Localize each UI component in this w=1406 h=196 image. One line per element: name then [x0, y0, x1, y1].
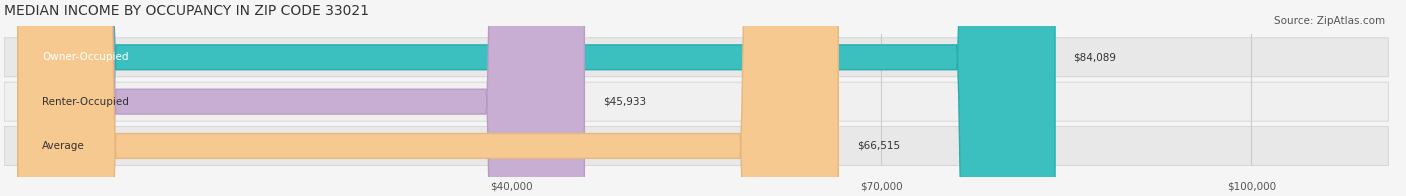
Text: $45,933: $45,933	[603, 97, 645, 107]
FancyBboxPatch shape	[4, 82, 1388, 121]
Text: Source: ZipAtlas.com: Source: ZipAtlas.com	[1274, 16, 1385, 26]
Text: MEDIAN INCOME BY OCCUPANCY IN ZIP CODE 33021: MEDIAN INCOME BY OCCUPANCY IN ZIP CODE 3…	[4, 4, 370, 18]
FancyBboxPatch shape	[18, 0, 838, 196]
Text: Renter-Occupied: Renter-Occupied	[42, 97, 129, 107]
FancyBboxPatch shape	[18, 0, 585, 196]
Text: Owner-Occupied: Owner-Occupied	[42, 52, 129, 62]
FancyBboxPatch shape	[4, 38, 1388, 77]
FancyBboxPatch shape	[18, 0, 1054, 196]
FancyBboxPatch shape	[4, 126, 1388, 165]
Text: $66,515: $66,515	[856, 141, 900, 151]
Text: Average: Average	[42, 141, 86, 151]
Text: $84,089: $84,089	[1074, 52, 1116, 62]
